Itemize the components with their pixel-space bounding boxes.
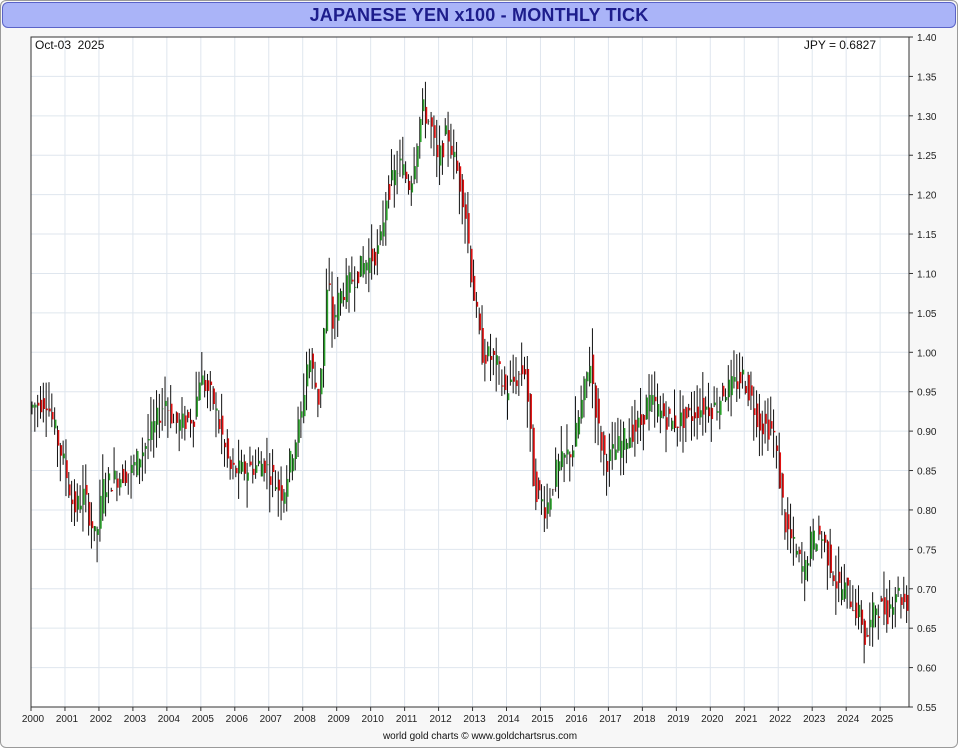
x-tick-label: 2004 [158, 714, 181, 725]
x-tick-label: 2014 [497, 714, 520, 725]
x-tick-label: 2012 [429, 714, 452, 725]
date-label: Oct-03 2025 [35, 38, 105, 52]
x-tick-label: 2013 [463, 714, 486, 725]
x-tick-label: 2021 [735, 714, 758, 725]
plot-area [31, 37, 909, 707]
x-tick-label: 2002 [90, 714, 113, 725]
y-tick-label: 1.20 [917, 191, 937, 202]
y-tick-label: 1.15 [917, 230, 937, 241]
y-tick-label: 0.90 [917, 427, 937, 438]
x-tick-label: 2003 [124, 714, 147, 725]
y-tick-label: 0.60 [917, 664, 937, 675]
footer-credit: world gold charts © www.goldchartsrus.co… [382, 731, 578, 742]
x-tick-label: 2015 [531, 714, 554, 725]
x-tick-label: 2020 [701, 714, 724, 725]
ohlc-bars [31, 81, 909, 664]
x-tick-label: 2005 [192, 714, 215, 725]
y-tick-label: 1.40 [917, 33, 937, 44]
x-tick-label: 2011 [396, 714, 418, 725]
y-tick-label: 1.30 [917, 112, 937, 123]
x-tick-label: 2018 [633, 714, 656, 725]
y-tick-label: 0.70 [917, 585, 937, 596]
y-tick-label: 1.25 [917, 151, 937, 162]
x-tick-label: 2016 [565, 714, 588, 725]
price-label: JPY = 0.6827 [804, 38, 876, 52]
y-tick-label: 0.55 [917, 703, 937, 714]
y-tick-label: 0.75 [917, 545, 937, 556]
x-tick-label: 2006 [226, 714, 249, 725]
plot-border [30, 36, 910, 708]
x-tick-label: 2001 [56, 714, 79, 725]
y-tick-label: 1.00 [917, 348, 937, 359]
y-tick-label: 1.10 [917, 269, 937, 280]
x-tick-label: 2019 [667, 714, 690, 725]
x-tick-label: 2009 [328, 714, 351, 725]
x-tick-label: 2024 [837, 714, 860, 725]
y-tick-label: 0.65 [917, 624, 937, 635]
y-tick-label: 1.05 [917, 309, 937, 320]
x-tick-label: 2022 [769, 714, 792, 725]
x-tick-label: 2007 [260, 714, 283, 725]
x-tick-label: 2008 [294, 714, 317, 725]
x-tick-label: 2017 [599, 714, 622, 725]
title-bar: JAPANESE YEN x100 - MONTHLY TICK [2, 2, 956, 28]
x-tick-label: 2010 [362, 714, 385, 725]
chart-title: JAPANESE YEN x100 - MONTHLY TICK [309, 5, 649, 25]
y-tick-label: 0.95 [917, 388, 937, 399]
x-tick-label: 2025 [871, 714, 894, 725]
x-tick-label: 2023 [803, 714, 826, 725]
y-tick-label: 0.85 [917, 467, 937, 478]
y-tick-label: 0.80 [917, 506, 937, 517]
x-tick-label: 2000 [22, 714, 45, 725]
y-tick-label: 1.35 [917, 72, 937, 83]
